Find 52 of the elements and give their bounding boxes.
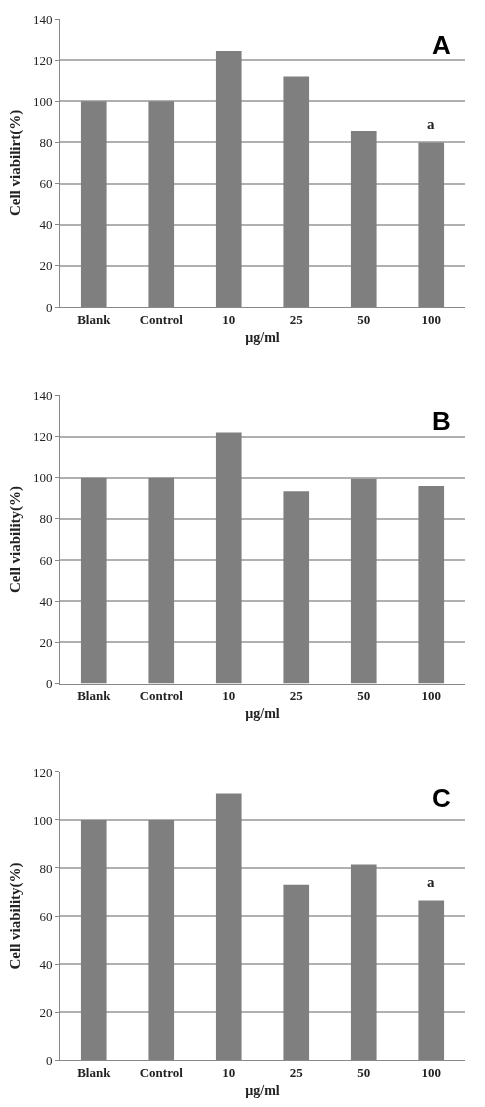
y-tick-label: 100 [32, 812, 53, 828]
x-tick-label: 25 [289, 1064, 304, 1080]
y-tick-label: 40 [39, 956, 53, 972]
x-tick-label: Control [139, 688, 184, 704]
x-tick-label: 25 [289, 311, 304, 327]
x-tick-label: 10 [222, 1064, 236, 1080]
x-tick-label: 100 [421, 688, 441, 704]
y-tick-label: 20 [39, 1004, 53, 1020]
y-axis-title: Cell viability(%) [7, 862, 25, 970]
y-tick-label: 60 [39, 552, 53, 568]
x-tick-label: Control [139, 1064, 184, 1080]
y-tick-label: 40 [39, 593, 53, 609]
y-tick-label: 0 [45, 1052, 53, 1068]
y-tick-label: 140 [32, 11, 53, 27]
y-axis-title: Cell viability(%) [7, 485, 25, 594]
x-tick-label: Blank [77, 1064, 112, 1080]
x-tick-label: Blank [77, 688, 112, 704]
x-tick-label: 50 [357, 1064, 371, 1080]
y-tick-label: 60 [39, 908, 53, 924]
x-tick-label: 25 [289, 688, 304, 704]
y-tick-label: 40 [39, 217, 53, 233]
y-tick-label: 0 [45, 676, 53, 692]
x-tick-label: 10 [222, 688, 236, 704]
y-tick-label: 80 [39, 860, 53, 876]
x-tick-label: 100 [421, 311, 441, 327]
y-tick-label: 120 [32, 429, 53, 445]
chart-title: B [432, 406, 451, 436]
x-tick-label: Control [139, 311, 184, 327]
x-axis-title: µg/ml [245, 706, 280, 722]
y-tick-label: 140 [32, 388, 53, 404]
y-tick-label: 80 [39, 511, 53, 527]
x-axis-title: µg/ml [245, 1082, 280, 1098]
y-tick-label: 80 [39, 134, 53, 150]
annotation: a [427, 874, 435, 890]
y-tick-label: 100 [32, 93, 53, 109]
annotation: a [427, 116, 435, 132]
y-tick-label: 60 [39, 176, 53, 192]
y-tick-label: 0 [45, 299, 53, 315]
y-tick-label: 20 [39, 258, 53, 274]
y-axis-title: Cell viabilirt(%) [7, 109, 25, 217]
x-tick-label: Blank [77, 311, 112, 327]
y-tick-label: 100 [32, 470, 53, 486]
y-tick-label: 120 [32, 52, 53, 68]
x-tick-label: 100 [421, 1064, 441, 1080]
x-tick-label: 50 [357, 688, 371, 704]
y-tick-label: 20 [39, 634, 53, 650]
text: A [432, 30, 451, 60]
x-axis-title: µg/ml [245, 329, 280, 345]
x-tick-label: 50 [357, 311, 371, 327]
y-tick-label: 120 [32, 764, 53, 780]
x-tick-label: 10 [222, 311, 236, 327]
text: C [432, 783, 451, 813]
